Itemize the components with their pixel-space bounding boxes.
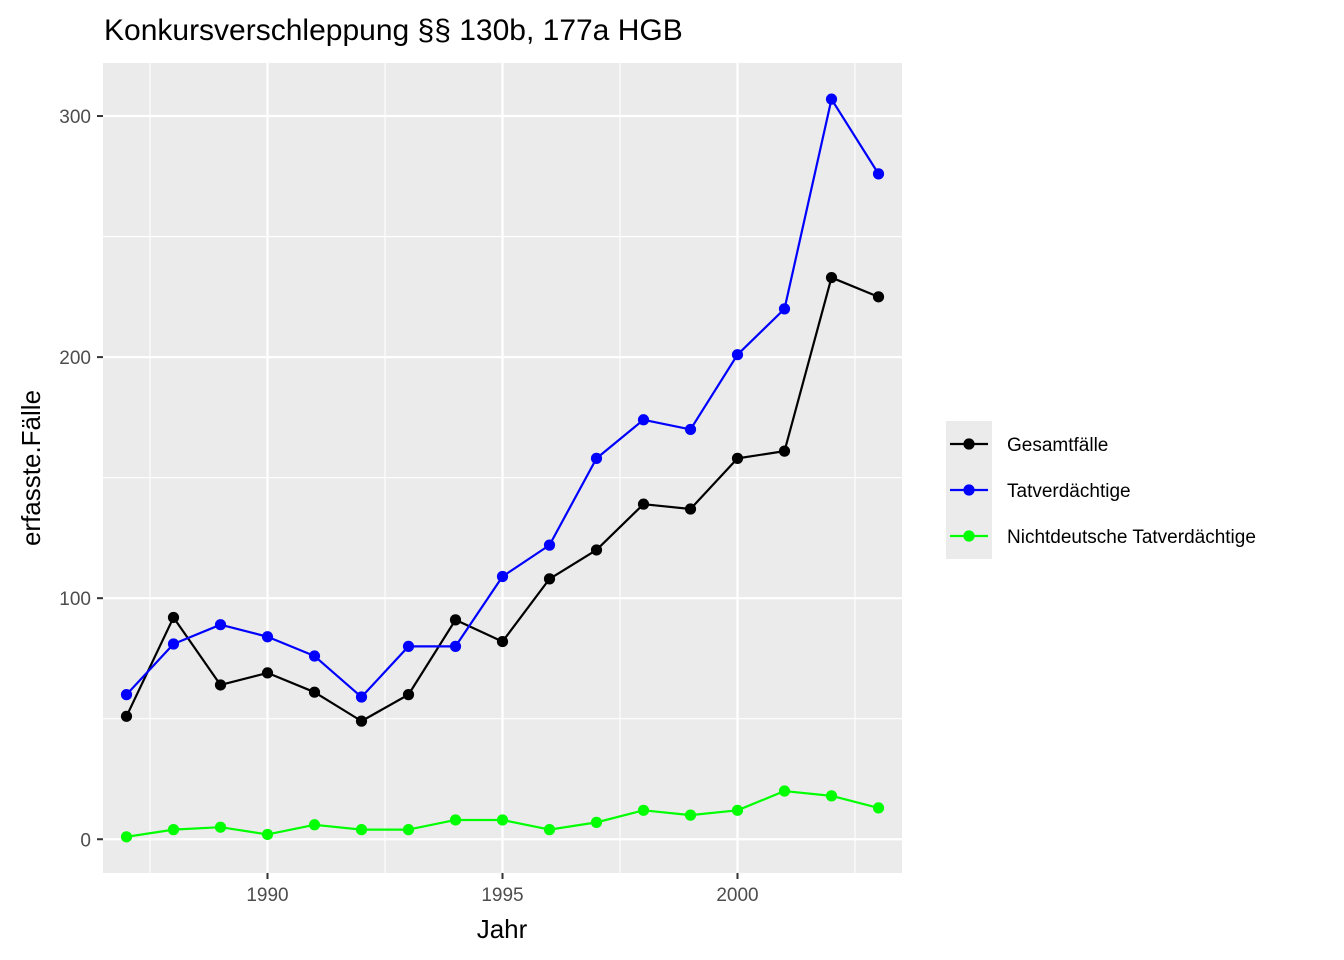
data-point	[684, 423, 697, 436]
x-tick-label: 2000	[716, 885, 758, 906]
data-point	[778, 445, 791, 457]
data-point	[731, 804, 744, 816]
data-point	[778, 303, 791, 315]
data-point	[402, 689, 415, 701]
data-point	[590, 452, 603, 464]
data-point	[543, 824, 556, 836]
y-tick-label: 100	[59, 589, 91, 610]
axis-ticks	[97, 115, 739, 879]
legend-label: Gesamtfälle	[1007, 435, 1108, 456]
data-point	[167, 638, 180, 650]
x-tick-label: 1990	[246, 885, 288, 906]
legend: Gesamtfälle Tatverdächtige Nichtdeutsche T…	[946, 421, 1256, 559]
y-axis-title: erfasste.Fälle	[16, 390, 46, 546]
data-point	[402, 824, 415, 836]
data-point	[355, 691, 368, 703]
data-point	[637, 804, 650, 816]
data-point	[449, 614, 462, 626]
data-point	[496, 814, 509, 826]
data-point	[731, 349, 744, 361]
data-point	[355, 824, 368, 836]
data-point	[120, 710, 133, 722]
data-point	[167, 824, 180, 836]
data-point	[731, 452, 744, 464]
data-point	[214, 679, 227, 691]
y-tick-label: 300	[59, 107, 91, 128]
legend-key-point	[963, 484, 975, 496]
data-point	[214, 821, 227, 833]
data-point	[261, 828, 274, 841]
data-point	[684, 809, 697, 821]
data-point	[684, 503, 697, 515]
data-point	[449, 814, 462, 826]
data-point	[214, 619, 227, 631]
data-point	[496, 635, 509, 648]
series-layer	[120, 93, 885, 843]
data-point	[590, 816, 603, 828]
tick-labels: 1990 1995 2000 0 100 200 300	[59, 107, 758, 906]
legend-key-point	[963, 438, 975, 450]
legend-label: Nichtdeutsche Tatverdächtige	[1007, 527, 1256, 548]
data-point	[872, 291, 885, 303]
legend-label: Tatverdächtige	[1007, 481, 1131, 502]
data-point	[308, 686, 321, 698]
data-point	[308, 650, 321, 662]
data-point	[543, 573, 556, 585]
data-point	[825, 790, 838, 802]
data-point	[778, 785, 791, 797]
data-point	[120, 831, 133, 843]
data-point	[120, 689, 133, 701]
data-point	[167, 611, 180, 624]
y-tick-label: 0	[80, 830, 91, 851]
legend-key-point	[963, 530, 975, 542]
data-point	[308, 819, 321, 831]
data-point	[825, 271, 838, 284]
data-point	[261, 667, 274, 679]
x-tick-label: 1995	[481, 885, 523, 906]
data-point	[872, 168, 885, 180]
data-point	[637, 498, 650, 510]
data-point	[496, 570, 509, 583]
data-point	[261, 631, 274, 643]
x-axis-title: Jahr	[477, 914, 528, 944]
data-point	[449, 640, 462, 652]
data-point	[637, 414, 650, 426]
data-point	[402, 640, 415, 652]
data-point	[590, 544, 603, 556]
data-point	[825, 93, 838, 105]
data-point	[355, 715, 368, 727]
chart-title: Konkursverschleppung §§ 130b, 177a HGB	[104, 14, 683, 47]
grid-major	[103, 63, 902, 873]
data-point	[543, 539, 556, 551]
data-point	[872, 802, 885, 814]
y-tick-label: 200	[59, 348, 91, 369]
